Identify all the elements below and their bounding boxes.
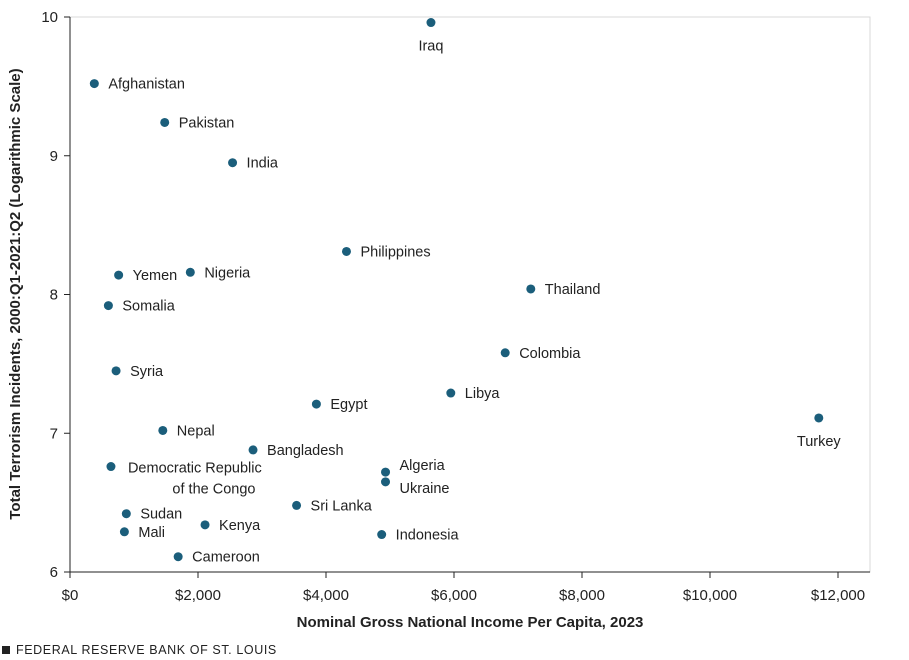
data-point — [119, 527, 129, 537]
x-axis-ticks: $0 $2,000 $4,000 $6,000 $8,000 $10,000 $12,000 — [62, 572, 865, 604]
y-axis-ticks: 6 7 8 9 10 — [41, 9, 70, 581]
point-label: Thailand — [545, 282, 601, 298]
data-point — [185, 267, 195, 277]
data-point — [311, 399, 321, 409]
data-point — [228, 158, 238, 168]
scatter-chart: 6 7 8 9 10 $0 $2,000 $4,000 $6,000 $8,000 $10,000… — [7, 9, 871, 631]
y-tick-label: 10 — [41, 9, 58, 26]
data-point — [158, 425, 168, 435]
footer-square-icon — [2, 646, 10, 654]
data-point — [160, 117, 170, 127]
point-label: Somalia — [122, 299, 175, 315]
point-label: Cameroon — [192, 550, 260, 566]
x-tick-label: $8,000 — [559, 587, 605, 604]
point-label: Syria — [130, 364, 164, 380]
data-point — [121, 509, 131, 519]
point-label: Turkey — [797, 434, 842, 450]
data-point — [114, 270, 124, 280]
point-labels: Iraq Afghanistan Pakistan India Philippines Y… — [108, 39, 841, 566]
x-tick-label: $6,000 — [431, 587, 477, 604]
y-tick-label: 7 — [50, 425, 58, 442]
point-label: Sri Lanka — [311, 498, 373, 514]
x-tick-label: $2,000 — [175, 587, 221, 604]
data-point — [200, 520, 210, 530]
source-footer: FEDERAL RESERVE BANK OF ST. LOUIS — [2, 643, 277, 657]
data-point — [446, 388, 456, 398]
x-tick-label: $4,000 — [303, 587, 349, 604]
point-label: Bangladesh — [267, 443, 344, 459]
point-label: Afghanistan — [108, 77, 185, 93]
data-points — [89, 18, 824, 562]
point-label: Algeria — [400, 458, 446, 474]
data-point — [526, 284, 536, 294]
point-label: Ukraine — [400, 481, 450, 497]
data-point — [500, 348, 510, 358]
footer-source-text: FEDERAL RESERVE BANK OF ST. LOUIS — [16, 643, 277, 657]
point-label: Yemen — [133, 268, 178, 284]
point-label: India — [247, 156, 279, 172]
point-label: Philippines — [360, 244, 430, 260]
data-point — [248, 445, 258, 455]
point-label: Democratic Republic of the Congo — [128, 461, 262, 498]
x-tick-label: $12,000 — [811, 587, 865, 604]
y-tick-label: 9 — [50, 148, 58, 165]
point-label: Nigeria — [204, 265, 251, 281]
data-point — [173, 552, 183, 562]
point-label: Nepal — [177, 423, 215, 439]
data-point — [381, 467, 391, 477]
point-label: Indonesia — [396, 528, 460, 544]
y-tick-label: 6 — [50, 564, 58, 581]
point-label: Iraq — [418, 39, 443, 55]
x-axis-title: Nominal Gross National Income Per Capita… — [297, 614, 644, 631]
point-label: Colombia — [519, 346, 581, 362]
point-label: Egypt — [330, 397, 367, 413]
data-point — [89, 79, 99, 89]
point-label: Mali — [138, 525, 165, 541]
x-tick-label: $10,000 — [683, 587, 737, 604]
data-point — [103, 301, 113, 311]
data-point — [341, 246, 351, 256]
data-point — [814, 413, 824, 423]
data-point — [292, 500, 302, 510]
point-label: Kenya — [219, 518, 261, 534]
point-label: Libya — [465, 386, 501, 402]
y-tick-label: 8 — [50, 287, 58, 304]
data-point — [111, 366, 121, 376]
data-point — [381, 477, 391, 487]
y-axis-title: Total Terrorism Incidents, 2000:Q1-2021:… — [7, 68, 24, 519]
point-label: Sudan — [140, 507, 182, 523]
data-point — [426, 18, 436, 28]
point-label: Pakistan — [179, 115, 235, 131]
data-point — [377, 530, 387, 540]
x-tick-label: $0 — [62, 587, 79, 604]
data-point — [106, 462, 116, 472]
